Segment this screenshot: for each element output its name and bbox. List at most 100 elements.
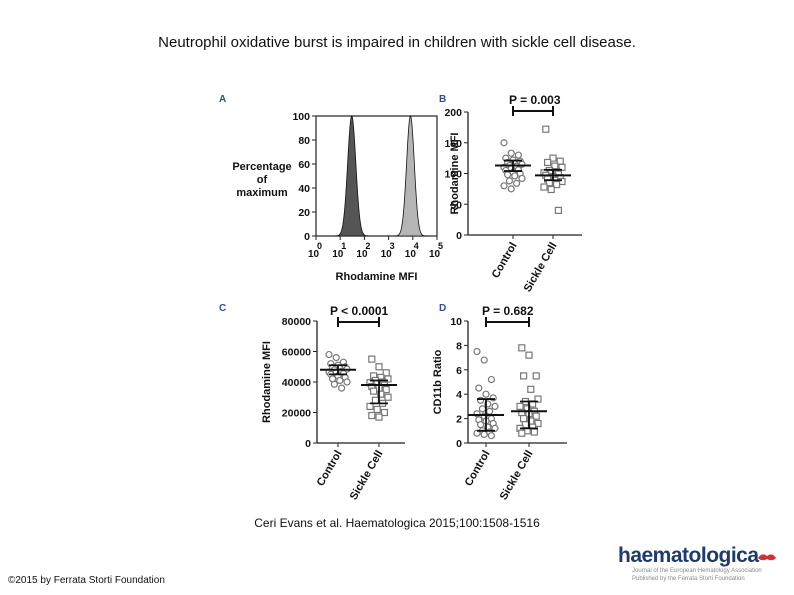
panel-b-y-tick-label: 150 (444, 138, 462, 150)
panel-c-point-sickle-cell (384, 393, 392, 401)
panel-a-x-tick-exp: 0 (317, 241, 322, 251)
panel-letter-b: B (439, 94, 446, 105)
panel-c-y-tick-label: 60000 (282, 347, 311, 359)
panel-a-y-tick-label: 60 (298, 159, 310, 171)
panel-c-y-tick-label: 80000 (282, 316, 311, 328)
panel-a-x-tick-exp: 5 (438, 241, 443, 251)
panel-a-x-tick-base: 10 (405, 249, 417, 260)
panel-c-point-sickle-cell (380, 408, 388, 417)
panel-c-category-label: Control (315, 449, 345, 489)
panel-c-y-tick-label: 40000 (282, 377, 311, 389)
panel-a-x-tick-base: 10 (356, 249, 368, 260)
logo-emblem-icon (758, 554, 776, 561)
panel-d-point-sickle-cell (518, 344, 526, 352)
panel-d-category-label: Sickle Cell (498, 449, 536, 503)
panel-b-point-sickle-cell (549, 154, 557, 162)
panel-d-category-label: Control (463, 449, 493, 489)
panel-d-y-tick-label: 4 (456, 389, 462, 401)
panel-b-point-control (500, 182, 508, 190)
panel-b-point-sickle-cell (552, 180, 561, 189)
panel-c-category-label: Sickle Cell (348, 449, 386, 503)
panel-b-category-label: Control (490, 241, 520, 281)
panel-a-x-tick-base: 10 (332, 249, 344, 260)
histogram-control (334, 115, 369, 237)
panel-d-point-control (475, 384, 483, 392)
panel-b-point-control (512, 179, 521, 187)
panel-d-p-value: P = 0.682 (482, 304, 534, 318)
panel-b-point-control (504, 171, 512, 179)
panel-a-y-tick-label: 20 (298, 207, 310, 219)
journal-logo: haematologica Journal of the European He… (606, 544, 786, 584)
panel-c-point-sickle-cell (375, 363, 383, 371)
panel-c-point-sickle-cell (375, 413, 383, 421)
panel-d-point-control (473, 347, 481, 356)
panel-b-ylabel: Rhodamine MFI (449, 133, 461, 215)
panel-c-y-tick-label: 0 (305, 438, 311, 450)
panel-b-y-tick-label: 0 (456, 230, 462, 242)
panel-b-y-tick-label: 100 (444, 169, 462, 181)
panel-d-point-control (477, 421, 485, 429)
panel-b-p-value: P = 0.003 (509, 93, 561, 107)
panel-a-ylabel-line2: of (257, 174, 268, 186)
panel-b-point-control (507, 149, 515, 157)
panel-d-point-sickle-cell (527, 385, 535, 393)
panel-d-point-sickle-cell (519, 372, 528, 380)
panel-c-point-control (332, 354, 340, 362)
panel-b-point-control (500, 139, 508, 147)
panel-d-y-tick-label: 0 (456, 438, 462, 450)
panel-letter-d: D (439, 303, 446, 314)
panel-b-point-control (518, 174, 526, 183)
panel-b-point-control (514, 151, 523, 159)
panel-a-frame (315, 115, 438, 237)
panel-a-x-tick-base: 10 (381, 249, 393, 260)
panel-d-y-tick-label: 10 (450, 316, 462, 328)
logo-wordmark: haematologica (618, 544, 759, 567)
panel-c-point-sickle-cell (382, 386, 390, 394)
panel-d-point-control (487, 432, 495, 440)
panel-d-point-control (480, 356, 488, 364)
panel-c-point-control (338, 384, 346, 392)
panel-a-ylabel-line1: Percentage (232, 161, 291, 173)
panel-d-point-sickle-cell (532, 372, 540, 380)
panel-d-point-sickle-cell (530, 428, 539, 436)
panel-a-x-tick-exp: 2 (365, 241, 370, 251)
panel-b-point-control (505, 177, 513, 185)
panel-b-point-sickle-cell (543, 158, 552, 167)
panel-d-point-sickle-cell (534, 419, 542, 428)
panel-b-category-label: Sickle Cell (522, 241, 560, 295)
panel-d-point-sickle-cell (525, 351, 533, 359)
panel-a-x-tick-base: 10 (308, 249, 320, 260)
panel-a-ylabel-line3: maximum (236, 187, 288, 199)
panel-d-point-control (480, 430, 488, 439)
panel-c-point-sickle-cell (373, 405, 381, 414)
panel-c-point-sickle-cell (377, 390, 385, 398)
panel-d-point-sickle-cell (519, 415, 528, 423)
panel-c-p-value: P < 0.0001 (330, 304, 388, 318)
panel-c-point-sickle-cell (370, 387, 378, 395)
panel-a-xlabel: Rhodamine MFI (336, 271, 418, 283)
panel-b-y-tick-label: 200 (444, 107, 462, 119)
panel-a-x-tick-exp: 1 (341, 241, 346, 251)
panel-b-point-control (511, 172, 519, 180)
panel-d-point-sickle-cell (516, 402, 524, 410)
panel-c-point-control (343, 378, 351, 386)
panel-a-x-tick-base: 10 (429, 249, 441, 260)
panel-b-point-sickle-cell (542, 125, 550, 133)
panel-c-y-tick-label: 20000 (282, 408, 311, 420)
panel-c-point-sickle-cell (371, 396, 379, 404)
panel-c-point-sickle-cell (366, 402, 374, 410)
panel-d-point-sickle-cell (532, 412, 540, 420)
panel-a-x-tick-exp: 3 (390, 241, 395, 251)
histogram-sickle-cell (394, 115, 426, 237)
panel-d-point-control (478, 405, 486, 413)
panel-b-point-sickle-cell (540, 183, 548, 191)
panel-b-point-control (507, 185, 515, 193)
panel-c-point-sickle-cell (368, 411, 376, 420)
panel-letter-a: A (219, 94, 226, 105)
panel-b-point-sickle-cell (554, 206, 563, 214)
panel-c-point-control (330, 380, 338, 388)
panel-c-point-sickle-cell (368, 355, 376, 363)
panel-d-point-control (491, 402, 499, 410)
panel-a-y-tick-label: 100 (292, 111, 310, 123)
panel-c-point-control (325, 350, 333, 359)
